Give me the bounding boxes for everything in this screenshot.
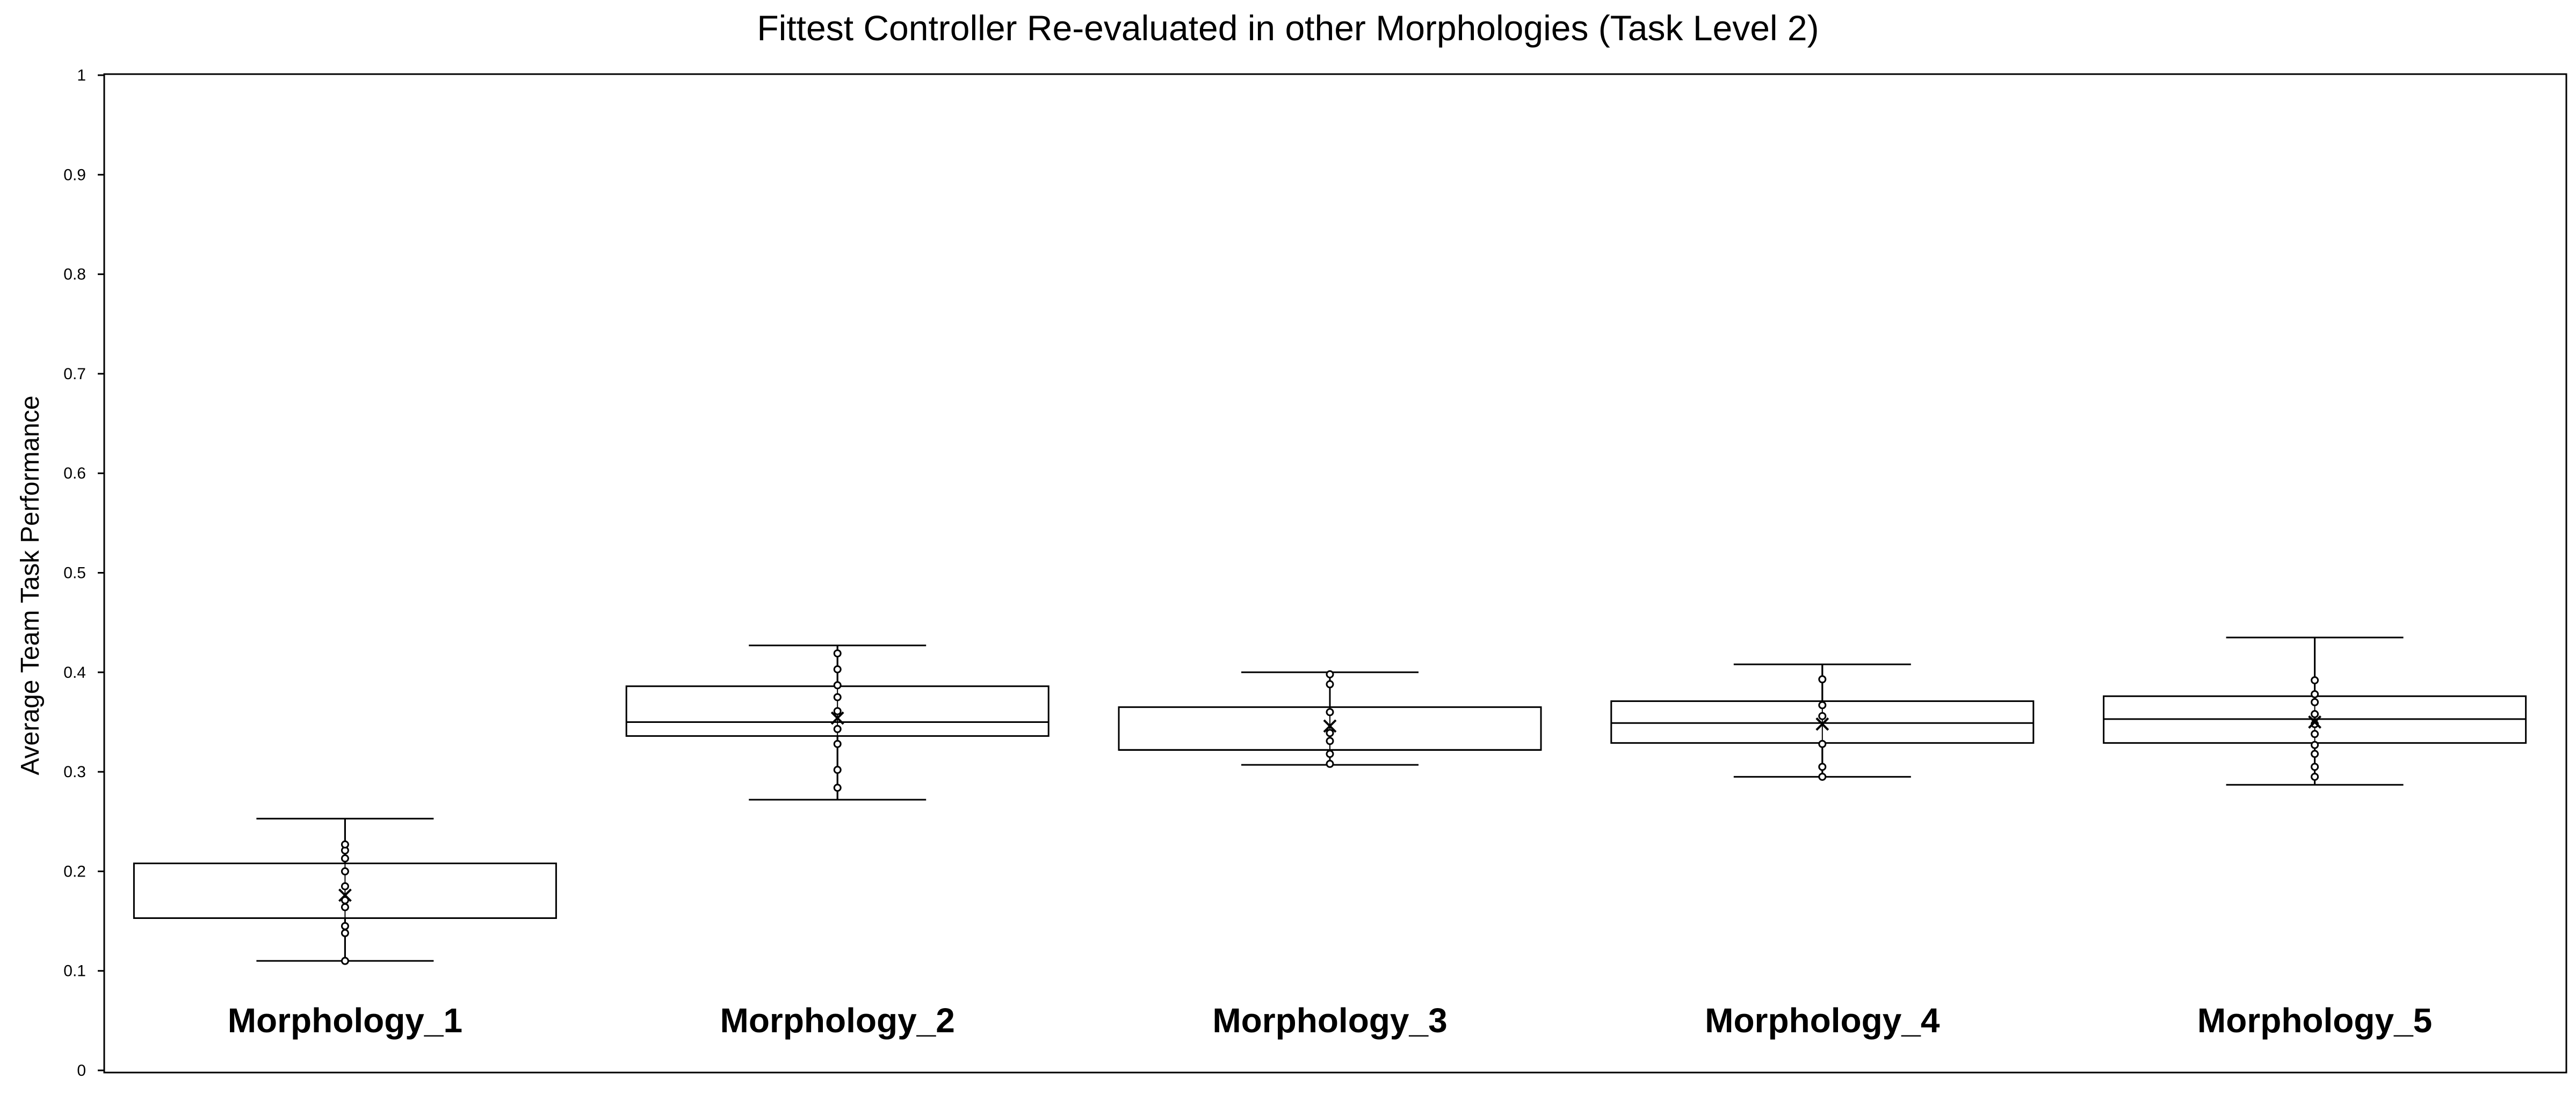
y-tick-label: 0.2 [63, 863, 86, 880]
data-point [833, 665, 842, 673]
data-point [2311, 741, 2319, 749]
category-label: Morphology_2 [720, 1001, 955, 1040]
box-4 [1610, 663, 2035, 781]
data-point [2311, 750, 2319, 758]
data-point [1818, 772, 1827, 781]
y-tick-label: 0.9 [63, 166, 86, 184]
y-tick-label: 0.7 [63, 365, 86, 383]
y-tick-label: 0.4 [63, 664, 86, 682]
data-point [833, 784, 842, 792]
y-tick-label: 0.1 [63, 962, 86, 980]
y-tick-label: 0.3 [63, 763, 86, 781]
box-series [133, 636, 2527, 965]
mean-marker [1815, 717, 1829, 731]
y-axis-label: Average Team Task Performance [16, 395, 45, 775]
data-point [2311, 676, 2319, 685]
data-point [341, 896, 349, 904]
data-point [2311, 763, 2319, 771]
y-tick-label: 0.5 [63, 564, 86, 582]
y-tick-label: 0 [77, 1062, 86, 1080]
data-point [1326, 729, 1334, 737]
data-point [833, 765, 842, 774]
box-1 [133, 817, 557, 965]
data-point [1818, 763, 1827, 771]
data-point [833, 649, 842, 658]
box-5 [2103, 636, 2527, 786]
plot-area-frame [103, 73, 2567, 1074]
y-axis-ticks: 0 0.1 0.2 0.3 0.4 0.5 0.6 0.7 0.8 0.9 1 [63, 67, 104, 1080]
data-point [341, 867, 349, 875]
data-point [833, 740, 842, 748]
box-2 [625, 644, 1050, 801]
category-label: Morphology_5 [2197, 1001, 2432, 1040]
category-label: Morphology_3 [1212, 1001, 1447, 1040]
y-tick-label: 0.6 [63, 465, 86, 482]
data-point [341, 840, 349, 849]
data-point [341, 929, 349, 937]
data-point [833, 693, 842, 701]
category-labels: Morphology_1 Morphology_2 Morphology_3 Morp… [228, 1001, 2433, 1040]
box-3 [1118, 670, 1542, 768]
data-point [2311, 690, 2319, 699]
data-point [1326, 737, 1334, 745]
data-point [1818, 740, 1827, 748]
mean-marker [2308, 715, 2322, 729]
data-point [341, 882, 349, 890]
mean-marker [830, 711, 844, 725]
mean-marker [1323, 719, 1337, 733]
data-point [833, 725, 842, 733]
data-point [833, 681, 842, 690]
mean-marker [338, 888, 352, 902]
data-point [1326, 759, 1334, 768]
data-point [2311, 698, 2319, 706]
data-point [341, 903, 349, 911]
data-point [1818, 675, 1827, 684]
y-tick-label: 1 [77, 67, 86, 84]
data-point [341, 957, 349, 965]
data-point [1818, 712, 1827, 720]
data-point [2311, 772, 2319, 781]
data-point [341, 854, 349, 863]
data-point [2311, 710, 2319, 719]
data-point [1326, 680, 1334, 689]
data-point [2311, 730, 2319, 738]
data-point [833, 707, 842, 715]
chart-title: Fittest Controller Re-evaluated in other… [757, 8, 1819, 48]
data-point [1326, 708, 1334, 716]
category-label: Morphology_1 [228, 1001, 462, 1040]
y-tick-label: 0.8 [63, 266, 86, 284]
data-point [1326, 670, 1334, 679]
data-point [1326, 750, 1334, 758]
category-label: Morphology_4 [1705, 1001, 1940, 1040]
data-point [341, 922, 349, 930]
data-point [1818, 701, 1827, 709]
